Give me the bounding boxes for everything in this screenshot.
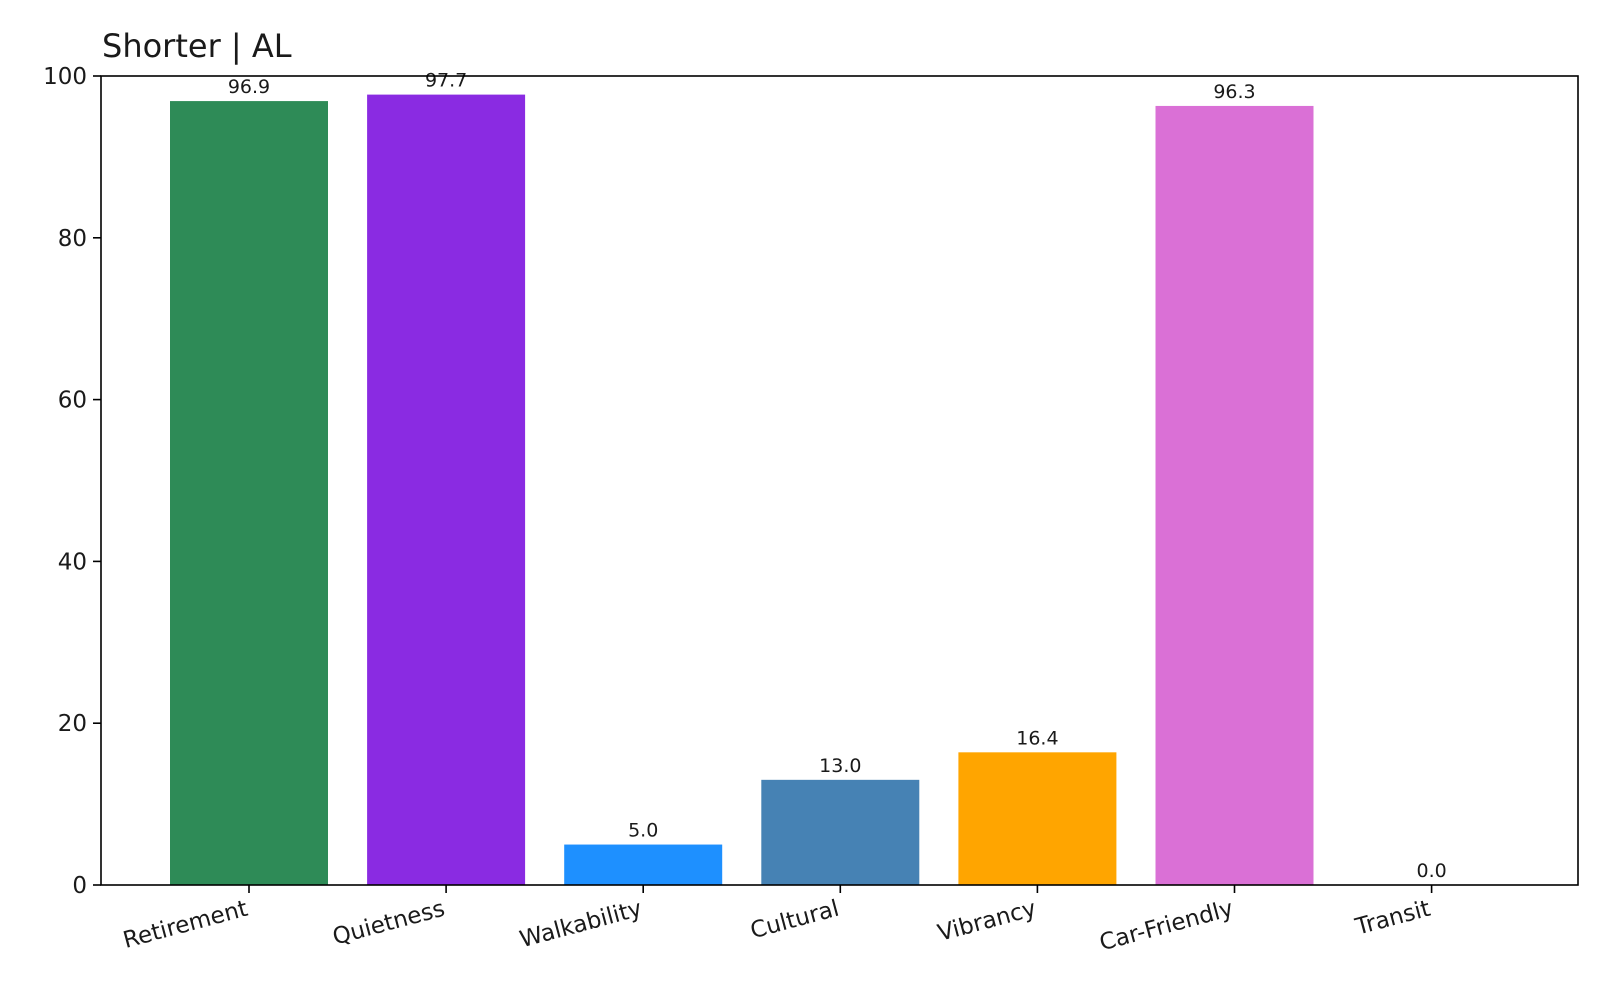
bar-car-friendly: [1155, 105, 1314, 886]
bars: [170, 94, 1314, 886]
bar-cultural: [761, 779, 920, 885]
x-tick-label: Vibrancy: [935, 896, 1039, 947]
x-axis: Retirement Quietness Walkability Cultural Vi…: [120, 885, 1433, 956]
y-tick-label: 20: [58, 711, 87, 737]
value-label: 96.9: [228, 76, 270, 98]
value-label: 13.0: [819, 755, 861, 777]
value-labels: 96.9 97.7 5.0 13.0 16.4 96.3 0.0: [228, 70, 1447, 882]
x-tick-label: Retirement: [120, 896, 250, 954]
x-tick-label: Walkability: [517, 896, 645, 954]
bar-vibrancy: [958, 752, 1117, 885]
x-tick-label: Cultural: [748, 896, 842, 945]
y-tick-label: 100: [43, 64, 87, 90]
y-tick-label: 40: [58, 549, 87, 575]
bar-walkability: [564, 844, 723, 885]
value-label: 97.7: [425, 70, 467, 92]
y-tick-label: 80: [58, 226, 87, 252]
y-tick-label: 60: [58, 388, 87, 414]
value-label: 96.3: [1213, 81, 1255, 103]
x-tick-label: Transit: [1352, 896, 1433, 941]
bar-quietness: [367, 94, 526, 886]
y-axis: 0 20 40 60 80 100: [43, 64, 101, 899]
value-label: 0.0: [1416, 860, 1446, 882]
chart-title: Shorter | AL: [102, 27, 292, 65]
bar-retirement: [170, 101, 328, 886]
y-tick-label: 0: [72, 873, 87, 899]
value-label: 5.0: [628, 820, 658, 842]
value-label: 16.4: [1016, 727, 1058, 749]
x-tick-label: Car-Friendly: [1097, 896, 1236, 957]
x-tick-label: Quietness: [330, 896, 448, 951]
